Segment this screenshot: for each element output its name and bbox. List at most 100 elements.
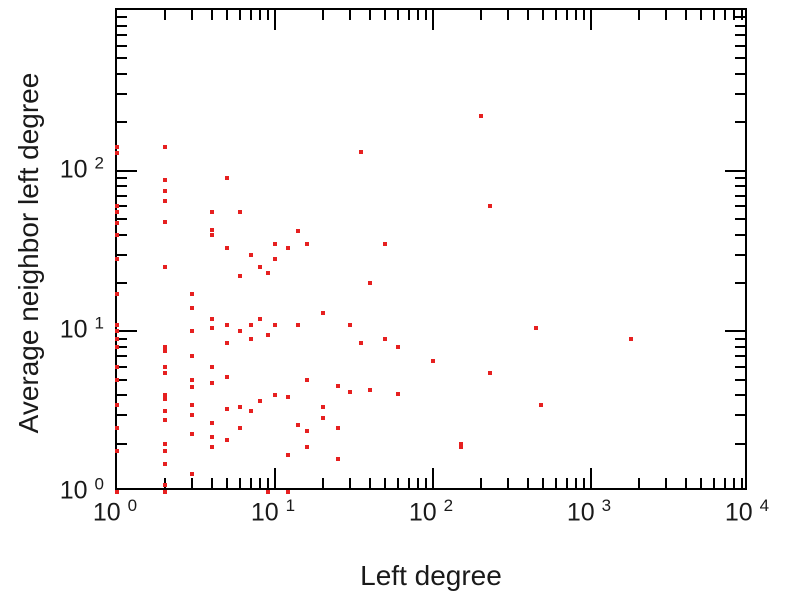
x-major-tick [590,10,592,30]
data-point [257,265,262,270]
y-minor-tick [117,93,127,95]
x-minor-tick [349,478,352,488]
y-tick-label: 10 0 [59,474,104,505]
data-point [115,490,119,494]
data-point [190,377,195,382]
x-minor-tick [637,10,640,20]
data-point [237,329,242,334]
data-point [115,292,119,297]
y-minor-tick [735,345,745,348]
data-point [115,151,119,156]
data-point [210,227,215,232]
data-point [335,383,340,388]
data-point [320,404,325,409]
data-point [305,241,310,246]
y-minor-tick [117,177,127,180]
x-minor-tick [163,478,166,488]
y-minor-tick [735,218,745,221]
x-tick-label: 10 4 [724,496,770,527]
x-minor-tick [740,478,743,488]
data-point [225,438,230,443]
y-major-tick [117,169,137,172]
data-point [115,145,119,150]
y-minor-tick [735,281,745,284]
y-minor-tick [117,378,127,381]
x-major-tick [590,468,592,488]
y-major-tick [725,330,745,333]
y-minor-tick [735,185,745,188]
data-point [285,490,290,494]
x-minor-tick [574,478,577,488]
data-point [115,344,119,349]
y-minor-tick [735,72,745,75]
x-minor-tick [507,478,510,488]
x-minor-tick [369,10,372,20]
x-minor-tick [321,10,324,20]
x-major-tick [432,468,434,488]
data-point [115,448,119,453]
x-minor-tick [384,10,387,20]
data-point [210,364,215,369]
y-tick-label: 10 1 [59,313,104,344]
x-minor-tick [479,478,482,488]
data-point [629,336,634,341]
data-point [115,322,119,327]
data-point [225,374,230,379]
y-minor-tick [735,33,745,36]
x-minor-tick [507,10,510,20]
data-point [225,176,230,181]
data-point [395,344,400,349]
x-minor-tick [685,10,688,20]
data-point [162,418,167,423]
data-point [285,452,290,457]
x-minor-tick [554,478,557,488]
data-point [368,388,373,393]
x-minor-tick [191,478,194,488]
data-point [237,404,242,409]
data-point [358,150,363,155]
data-point [115,257,119,262]
data-point [210,380,215,385]
x-minor-tick [665,478,668,488]
x-minor-tick [582,10,585,20]
y-minor-tick [117,365,127,368]
data-point [115,221,119,226]
y-minor-tick [735,44,745,47]
data-point [358,340,363,345]
data-point [162,145,167,150]
x-minor-tick [700,10,703,20]
data-point [225,246,230,251]
y-major-tick [117,330,137,333]
data-point [162,483,167,488]
y-minor-tick [735,355,745,358]
data-point [285,246,290,251]
data-point [488,204,493,209]
data-point [257,316,262,321]
data-point [210,316,215,321]
x-minor-tick [211,478,214,488]
data-point [257,398,262,403]
data-point [162,441,167,446]
data-point [162,188,167,193]
x-major-tick [432,10,434,30]
data-point [273,322,277,327]
data-point [305,377,310,382]
y-minor-tick [735,121,745,124]
y-minor-tick [735,93,745,95]
data-point [383,241,388,246]
y-minor-tick [735,24,745,27]
data-point [115,232,119,237]
data-point [538,402,543,407]
x-minor-tick [226,478,229,488]
data-point [458,441,463,446]
data-point [237,274,242,279]
data-point [248,408,253,413]
x-minor-tick [424,10,427,20]
data-point [115,336,119,341]
x-axis-title: Left degree [360,560,502,591]
x-minor-tick [700,478,703,488]
data-point [162,490,167,494]
x-minor-tick [565,10,568,20]
data-point [162,198,167,203]
data-point [296,423,301,428]
